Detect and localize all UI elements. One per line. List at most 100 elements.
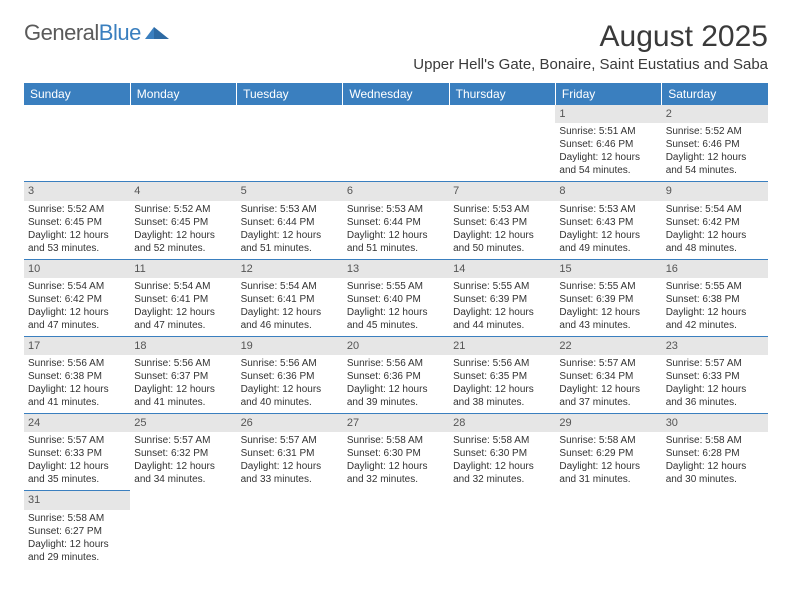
day-number: 5 [237,182,343,200]
day-sunrise: Sunrise: 5:55 AM [347,280,445,293]
day-day1: Daylight: 12 hours [666,383,764,396]
day-number: 4 [130,182,236,200]
day-sunset: Sunset: 6:34 PM [559,370,657,383]
day-number: 16 [662,260,768,278]
calendar-cell: 21Sunrise: 5:56 AMSunset: 6:35 PMDayligh… [449,336,555,413]
day-number: 10 [24,260,130,278]
day-sunrise: Sunrise: 5:58 AM [453,434,551,447]
day-sunset: Sunset: 6:36 PM [347,370,445,383]
day-day2: and 46 minutes. [241,319,339,332]
day-day2: and 33 minutes. [241,473,339,486]
day-number: 13 [343,260,449,278]
day-number: 15 [555,260,661,278]
day-number: 19 [237,337,343,355]
calendar-cell [237,105,343,182]
day-day2: and 41 minutes. [134,396,232,409]
day-sunset: Sunset: 6:44 PM [241,216,339,229]
day-number: 28 [449,414,555,432]
day-sunset: Sunset: 6:33 PM [666,370,764,383]
day-day1: Daylight: 12 hours [241,460,339,473]
day-number: 1 [555,105,661,123]
calendar-cell: 31Sunrise: 5:58 AMSunset: 6:27 PMDayligh… [24,491,130,568]
calendar-cell: 28 Sunrise: 5:58 AMSunset: 6:30 PMDayligh… [449,414,555,491]
day-day2: and 43 minutes. [559,319,657,332]
day-day2: and 31 minutes. [559,473,657,486]
day-sunset: Sunset: 6:30 PM [453,447,551,460]
day-number: 26 [237,414,343,432]
calendar-cell: 2Sunrise: 5:52 AMSunset: 6:46 PMDaylight… [662,105,768,182]
logo-word-1: General [24,20,99,46]
day-sunset: Sunset: 6:35 PM [453,370,551,383]
day-sunset: Sunset: 6:40 PM [347,293,445,306]
day-number: 9 [662,182,768,200]
day-number: 24 [24,414,130,432]
dayhead-wed: Wednesday [343,83,449,105]
calendar-row: 24Sunrise: 5:57 AMSunset: 6:33 PMDayligh… [24,414,768,491]
day-sunrise: Sunrise: 5:57 AM [666,357,764,370]
calendar-cell [130,491,236,568]
day-day2: and 51 minutes. [347,242,445,255]
calendar-row: 3Sunrise: 5:52 AMSunset: 6:45 PMDaylight… [24,182,768,259]
header: GeneralBlue August 2025 Upper Hell's Gat… [24,20,768,73]
day-number: 3 [24,182,130,200]
day-sunset: Sunset: 6:38 PM [666,293,764,306]
day-number: 6 [343,182,449,200]
calendar-cell [449,491,555,568]
calendar-cell: 12Sunrise: 5:54 AMSunset: 6:41 PMDayligh… [237,259,343,336]
day-sunset: Sunset: 6:42 PM [28,293,126,306]
day-sunrise: Sunrise: 5:56 AM [347,357,445,370]
day-day2: and 39 minutes. [347,396,445,409]
day-day1: Daylight: 12 hours [241,306,339,319]
calendar-cell: 29Sunrise: 5:58 AMSunset: 6:29 PMDayligh… [555,414,661,491]
day-day1: Daylight: 12 hours [453,306,551,319]
day-sunrise: Sunrise: 5:57 AM [241,434,339,447]
day-day1: Daylight: 12 hours [666,229,764,242]
day-day1: Daylight: 12 hours [453,229,551,242]
day-day2: and 42 minutes. [666,319,764,332]
calendar-page: GeneralBlue August 2025 Upper Hell's Gat… [0,0,792,588]
day-day1: Daylight: 12 hours [241,383,339,396]
calendar-row: 17Sunrise: 5:56 AMSunset: 6:38 PMDayligh… [24,336,768,413]
day-number: 17 [24,337,130,355]
day-sunrise: Sunrise: 5:58 AM [559,434,657,447]
day-sunrise: Sunrise: 5:56 AM [453,357,551,370]
calendar-cell: 6Sunrise: 5:53 AMSunset: 6:44 PMDaylight… [343,182,449,259]
day-sunset: Sunset: 6:43 PM [559,216,657,229]
day-sunrise: Sunrise: 5:52 AM [134,203,232,216]
dayhead-thu: Thursday [449,83,555,105]
day-sunset: Sunset: 6:39 PM [453,293,551,306]
dayhead-sun: Sunday [24,83,130,105]
day-sunset: Sunset: 6:28 PM [666,447,764,460]
day-day2: and 45 minutes. [347,319,445,332]
calendar-cell: 30Sunrise: 5:58 AMSunset: 6:28 PMDayligh… [662,414,768,491]
day-sunset: Sunset: 6:32 PM [134,447,232,460]
calendar-cell [449,105,555,182]
day-sunset: Sunset: 6:41 PM [134,293,232,306]
day-day1: Daylight: 12 hours [666,460,764,473]
calendar-row: 1Sunrise: 5:51 AMSunset: 6:46 PMDaylight… [24,105,768,182]
day-day1: Daylight: 12 hours [559,151,657,164]
calendar-cell: 22Sunrise: 5:57 AMSunset: 6:34 PMDayligh… [555,336,661,413]
day-day2: and 52 minutes. [134,242,232,255]
day-day1: Daylight: 12 hours [453,460,551,473]
day-day2: and 47 minutes. [134,319,232,332]
day-day1: Daylight: 12 hours [134,229,232,242]
calendar-cell: 19Sunrise: 5:56 AMSunset: 6:36 PMDayligh… [237,336,343,413]
day-sunset: Sunset: 6:45 PM [134,216,232,229]
title-block: August 2025 Upper Hell's Gate, Bonaire, … [413,20,768,73]
calendar-row: 10Sunrise: 5:54 AMSunset: 6:42 PMDayligh… [24,259,768,336]
day-number: 11 [130,260,236,278]
day-day2: and 32 minutes. [453,473,551,486]
calendar-cell: 18Sunrise: 5:56 AMSunset: 6:37 PMDayligh… [130,336,236,413]
day-number: 29 [555,414,661,432]
dayhead-fri: Friday [555,83,661,105]
day-day2: and 36 minutes. [666,396,764,409]
day-day2: and 32 minutes. [347,473,445,486]
day-number: 21 [449,337,555,355]
logo-word-2: Blue [99,20,141,46]
day-day2: and 48 minutes. [666,242,764,255]
day-day1: Daylight: 12 hours [559,383,657,396]
calendar-cell: 13Sunrise: 5:55 AMSunset: 6:40 PMDayligh… [343,259,449,336]
day-sunrise: Sunrise: 5:51 AM [559,125,657,138]
calendar-body: 1Sunrise: 5:51 AMSunset: 6:46 PMDaylight… [24,105,768,568]
